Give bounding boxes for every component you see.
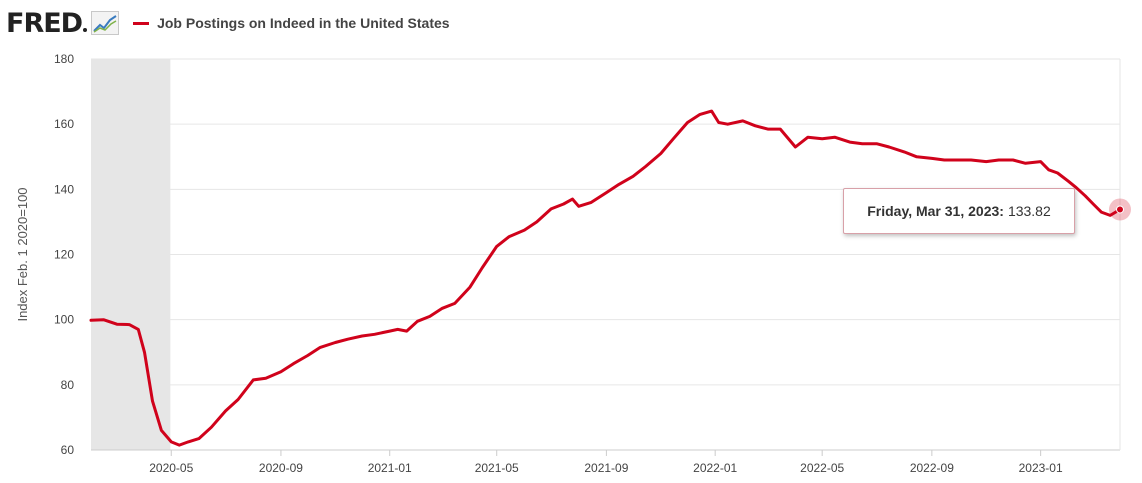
x-tick-label: 2022-05 [800,461,844,475]
y-tick-label: 140 [54,182,74,196]
y-tick-label: 160 [54,117,74,131]
x-tick-label: 2021-05 [475,461,519,475]
series-line [89,109,1122,447]
y-tick-label: 180 [54,52,74,66]
x-tick-label: 2021-09 [584,461,628,475]
tooltip-value: 133.82 [1007,203,1051,219]
y-tick-label: 120 [54,248,74,262]
fred-logo[interactable]: FRED [6,7,120,39]
y-axis-label: Index Feb. 1 2020=100 [15,187,30,321]
legend-swatch [133,21,150,25]
chart-legend: Job Postings on Indeed in the United Sta… [133,15,450,31]
y-tick-label: 60 [61,443,75,457]
logo-dot [83,28,88,32]
data-tooltip: Friday, Mar 31, 2023: 133.82 [843,188,1075,234]
x-tick-label: 2023-01 [1019,461,1063,475]
fred-graph-icon [91,11,120,35]
chart-header: FRED Job Postings on Indeed in the Unite… [6,6,450,40]
tooltip-date: Friday, Mar 31, 2023: [867,203,1004,219]
x-tick-label: 2021-01 [368,461,412,475]
hover-point [1116,205,1124,214]
x-tick-label: 2020-09 [259,461,303,475]
y-tick-label: 80 [61,378,75,392]
x-tick-label: 2020-05 [149,461,193,475]
x-tick-label: 2022-09 [910,461,954,475]
x-tick-label: 2022-01 [693,461,737,475]
legend-series-label: Job Postings on Indeed in the United Sta… [157,15,450,31]
fred-logo-text: FRED [6,7,83,39]
y-tick-label: 100 [54,313,74,327]
